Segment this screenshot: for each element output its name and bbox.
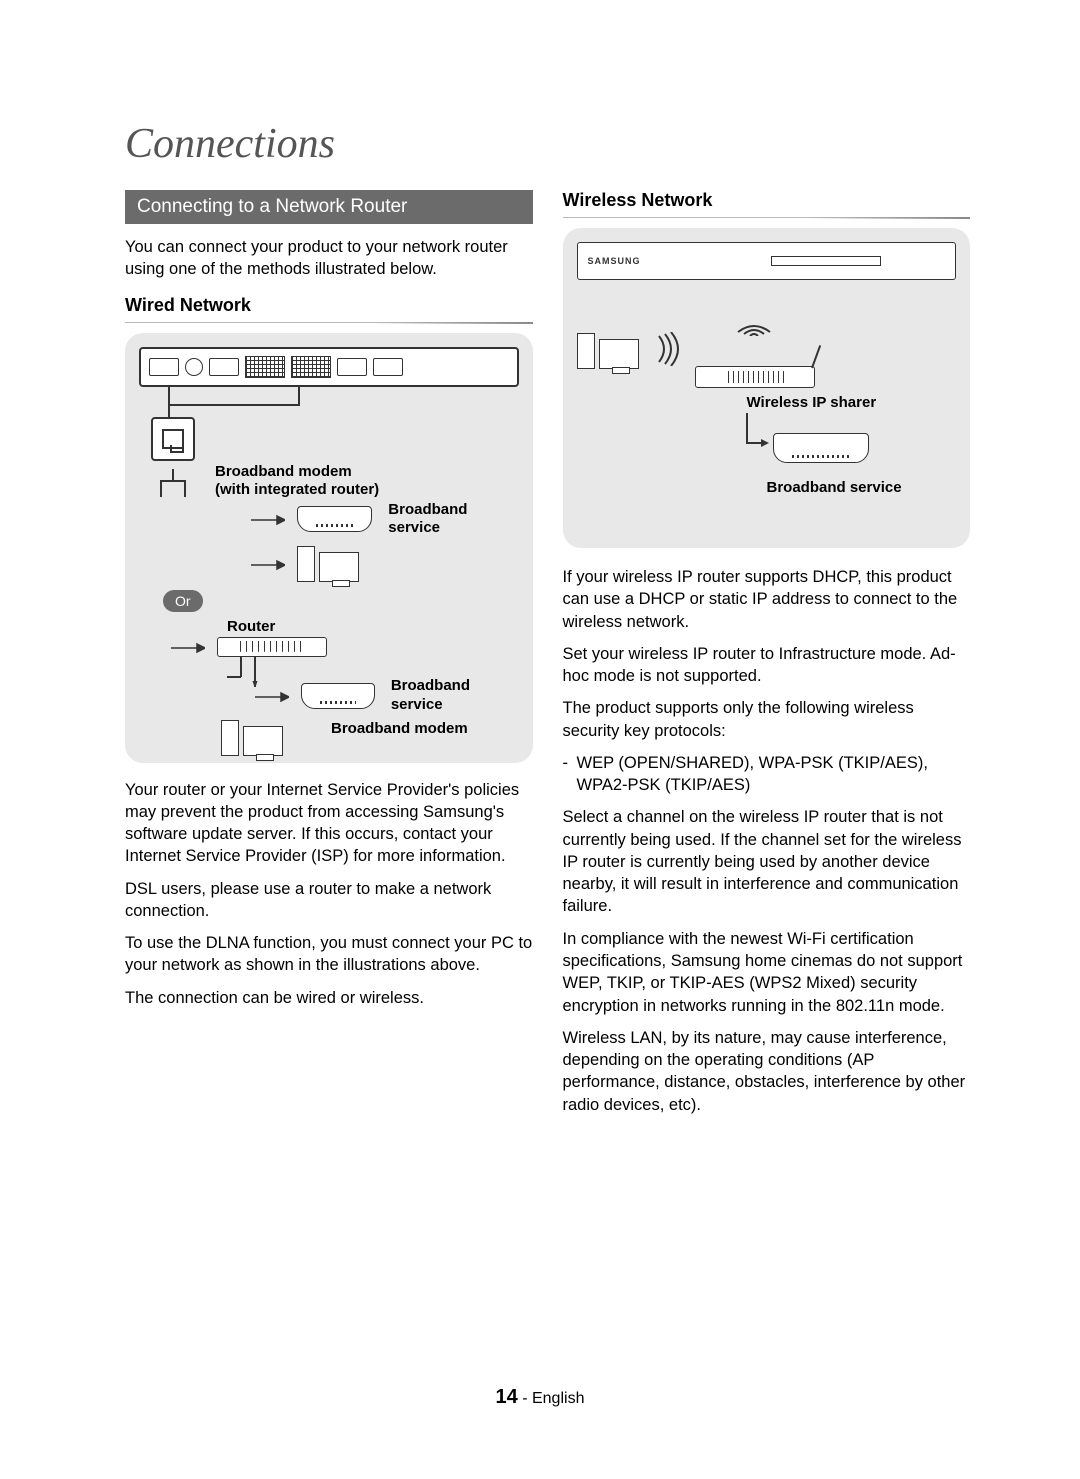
right-column: Wireless Network SAMSUNG: [563, 190, 971, 1126]
para: Set your wireless IP router to Infrastru…: [563, 643, 971, 688]
wireless-router-icon: [695, 366, 815, 388]
two-column-layout: Connecting to a Network Router You can c…: [125, 190, 970, 1126]
page-number: 14: [496, 1386, 518, 1408]
label-broadband-service-1: Broadband service: [388, 501, 518, 539]
or-pill: Or: [163, 590, 203, 612]
wired-subhead: Wired Network: [125, 295, 533, 323]
footer-sep: -: [518, 1390, 532, 1407]
para: Your router or your Internet Service Pro…: [125, 779, 533, 868]
product-rear-panel-icon: [139, 347, 519, 387]
label-broadband-service-3: Broadband service: [767, 479, 957, 498]
para: If your wireless IP router supports DHCP…: [563, 566, 971, 633]
wireless-subhead: Wireless Network: [563, 190, 971, 218]
wired-body-text: Your router or your Internet Service Pro…: [125, 779, 533, 1009]
para: The connection can be wired or wireless.: [125, 987, 533, 1009]
router-icon: [217, 637, 327, 657]
cable-arrow-icon: [251, 559, 285, 569]
left-column: Connecting to a Network Router You can c…: [125, 190, 533, 1126]
para: To use the DLNA function, you must conne…: [125, 932, 533, 977]
label-broadband-modem: Broadband modem: [331, 720, 468, 739]
label-wireless-ip-sharer: Wireless IP sharer: [747, 394, 957, 413]
label-router: Router: [227, 618, 519, 637]
section-bar: Connecting to a Network Router: [125, 190, 533, 224]
label-broadband-service-2: Broadband service: [391, 677, 519, 715]
modem-icon: [297, 506, 372, 532]
protocol-item: WEP (OPEN/SHARED), WPA-PSK (TKIP/AES), W…: [563, 752, 971, 797]
para: The product supports only the following …: [563, 697, 971, 742]
wifi-waves-up-icon: [734, 314, 774, 340]
wireless-body-text: If your wireless IP router supports DHCP…: [563, 566, 971, 1116]
para: Select a channel on the wireless IP rout…: [563, 806, 971, 917]
footer-language: English: [532, 1390, 584, 1407]
modem-icon: [773, 433, 869, 463]
chapter-title: Connections: [125, 120, 970, 168]
para: DSL users, please use a router to make a…: [125, 878, 533, 923]
cable-arrow-icon: [255, 691, 289, 701]
pc-icon: [577, 333, 639, 369]
pc-icon: [221, 720, 283, 756]
page: Connections Connecting to a Network Rout…: [0, 0, 1080, 1186]
wifi-waves-icon: [653, 332, 681, 370]
modem-icon: [301, 683, 375, 709]
pc-icon: [297, 546, 359, 582]
wired-diagram: Broadband modem (with integrated router)…: [125, 333, 533, 763]
para: Wireless LAN, by its nature, may cause i…: [563, 1027, 971, 1116]
antenna-icon: [811, 345, 821, 368]
cable-arrow-icon: [171, 642, 205, 652]
lan-port-icon: [151, 417, 195, 461]
cable-arrow-icon: [251, 514, 285, 524]
product-front-icon: SAMSUNG: [577, 242, 957, 280]
cable-line-icon: [139, 387, 519, 417]
intro-text: You can connect your product to your net…: [125, 236, 533, 281]
page-footer: 14 - English: [0, 1386, 1080, 1409]
split-line-icon: [153, 469, 213, 497]
label-broadband-modem-integrated: Broadband modem (with integrated router): [215, 463, 379, 501]
para: In compliance with the newest Wi-Fi cert…: [563, 928, 971, 1017]
wireless-diagram: SAMSUNG: [563, 228, 971, 548]
